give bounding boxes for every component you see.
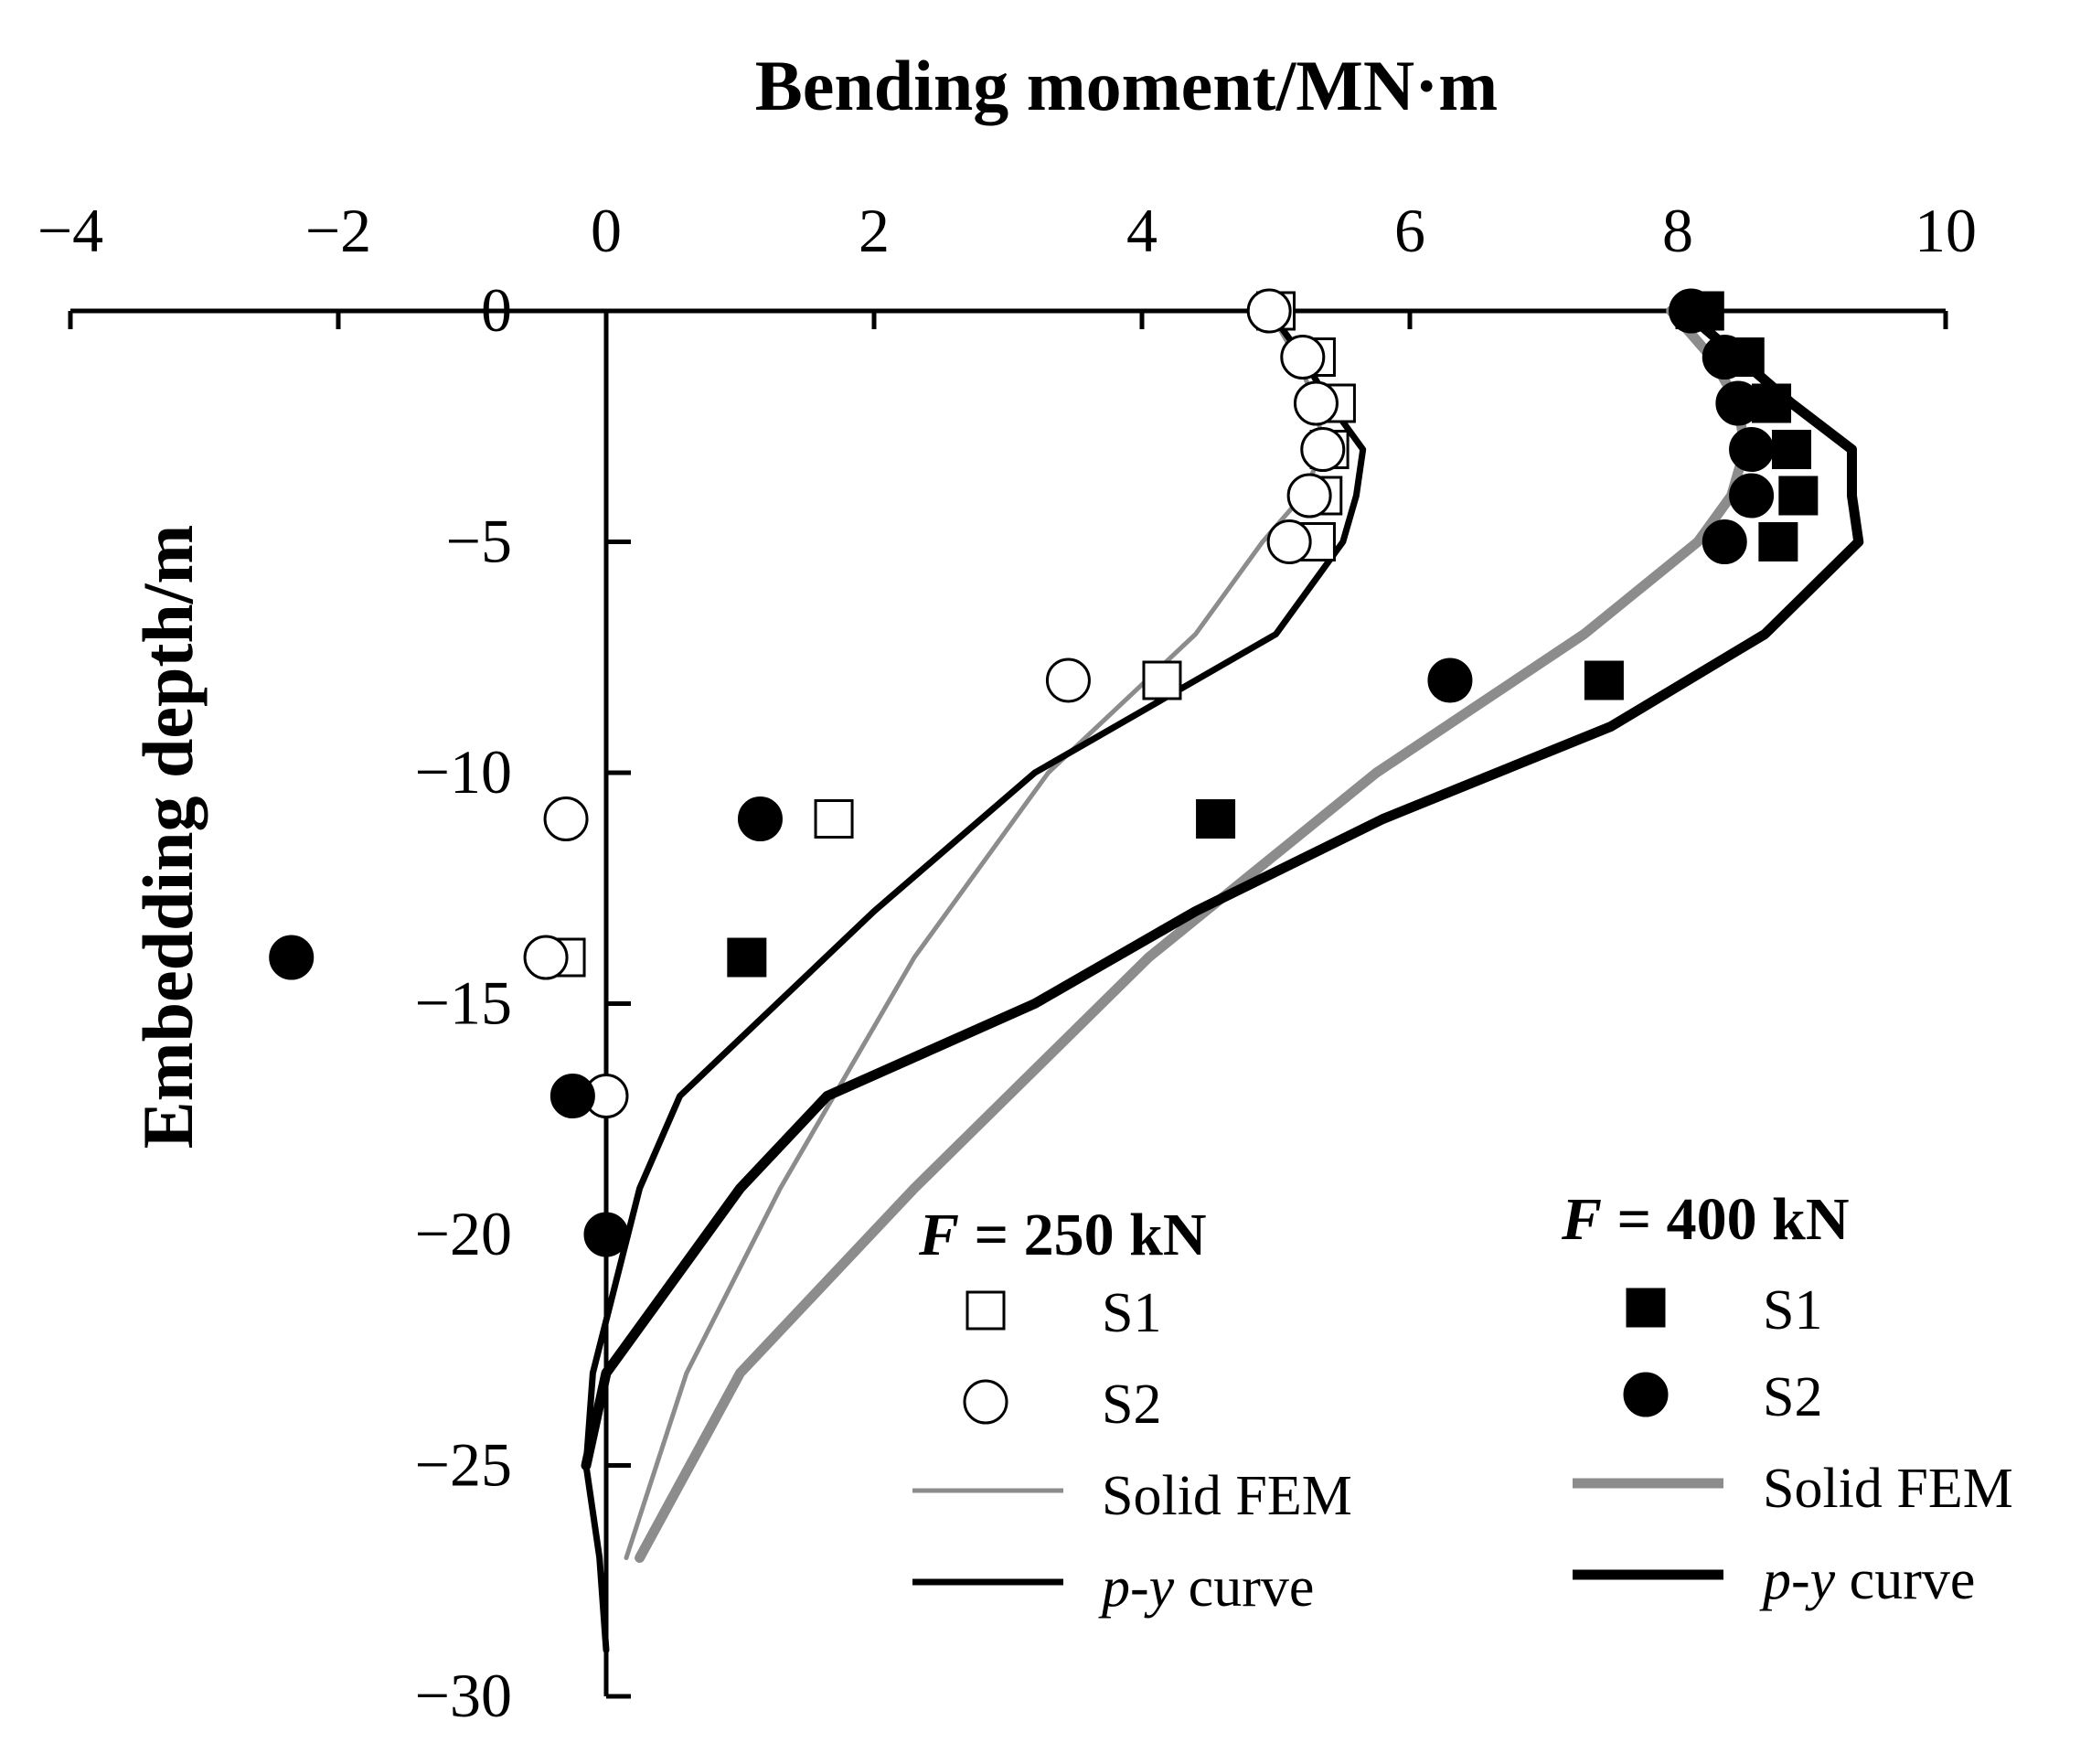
- series-line-250kn-solid-fem: [624, 308, 1326, 1560]
- data-point-250kn-s2: [1045, 657, 1091, 703]
- legend-marker-400kn-s2: [1623, 1372, 1669, 1417]
- data-point-250kn-s2: [1266, 519, 1312, 564]
- data-point-250kn-s2: [543, 796, 589, 841]
- y-axis-label: Embedding depth/m: [128, 525, 208, 1149]
- y-tick-label: −25: [415, 1430, 512, 1500]
- data-point-400kn-s2: [1729, 427, 1775, 472]
- chart-title: Bending moment/MN·m: [755, 46, 1499, 125]
- data-point-400kn-s1: [1778, 476, 1819, 516]
- x-tick-label: 10: [1915, 196, 1977, 265]
- data-point-250kn-s1: [814, 799, 854, 839]
- legend: F = 250 kN S1 S2 Solid FEM p-y curve F = 400 …: [912, 1186, 2013, 1619]
- x-tick-label: 8: [1662, 196, 1693, 265]
- x-tick-label: 2: [859, 196, 890, 265]
- x-tick-label: 6: [1394, 196, 1425, 265]
- y-tick-label: −15: [415, 968, 512, 1038]
- y-tick-label: −5: [446, 507, 512, 576]
- legend-heading-250kn: F = 250 kN: [918, 1202, 1207, 1268]
- data-point-400kn-s1: [1584, 660, 1624, 700]
- data-point-400kn-s2: [269, 935, 315, 980]
- x-axis-ticks: −4 −2 0 2 4 6 8 10: [37, 196, 1977, 329]
- y-tick-label: 0: [481, 275, 512, 345]
- x-tick-label: −2: [305, 196, 371, 265]
- data-point-400kn-s2: [737, 796, 783, 841]
- data-point-250kn-s2: [523, 935, 569, 980]
- x-tick-label: 0: [591, 196, 622, 265]
- legend-label-250kn-s2: S2: [1102, 1374, 1161, 1436]
- y-tick-label: −10: [415, 737, 512, 807]
- data-point-250kn-s1: [1142, 660, 1182, 700]
- data-point-400kn-s1: [727, 937, 767, 978]
- data-point-400kn-s2: [1702, 519, 1747, 564]
- legend-label-400kn-s1: S1: [1763, 1279, 1822, 1342]
- legend-marker-400kn-s1: [1626, 1288, 1666, 1328]
- data-point-400kn-s2: [583, 1212, 629, 1257]
- y-axis-ticks: 0 −5 −10 −15 −20 −25 −30: [415, 275, 631, 1730]
- legend-marker-250kn-s2: [963, 1379, 1008, 1425]
- legend-label-400kn-p-y-curve: p-y curve: [1759, 1549, 1975, 1611]
- data-point-400kn-s1: [1196, 799, 1236, 839]
- data-point-400kn-s2: [1702, 335, 1747, 380]
- data-point-400kn-s2: [1729, 473, 1775, 519]
- data-point-250kn-s2: [1286, 473, 1332, 519]
- data-point-250kn-s2: [1246, 288, 1292, 334]
- x-tick-label: −4: [37, 196, 103, 265]
- data-point-400kn-s2: [1669, 288, 1714, 334]
- data-point-400kn-s2: [1427, 657, 1473, 703]
- data-point-250kn-s2: [1280, 335, 1326, 380]
- data-point-400kn-s1: [1758, 522, 1798, 561]
- data-point-400kn-s2: [549, 1074, 595, 1118]
- series-line-400kn-solid-fem: [635, 305, 1750, 1563]
- series-layer: [269, 288, 1864, 1653]
- legend-label-250kn-s1: S1: [1102, 1282, 1161, 1344]
- legend-label-250kn-solid-fem: Solid FEM: [1102, 1465, 1352, 1527]
- y-tick-label: −30: [415, 1661, 512, 1730]
- legend-label-400kn-s2: S2: [1763, 1366, 1822, 1428]
- y-tick-label: −20: [415, 1199, 512, 1268]
- series-line-400kn-p-y-curve: [581, 305, 1864, 1470]
- x-tick-label: 4: [1126, 196, 1158, 265]
- data-point-400kn-s2: [1715, 380, 1761, 426]
- data-point-250kn-s2: [1300, 427, 1346, 472]
- data-point-400kn-s1: [1772, 430, 1812, 469]
- legend-marker-250kn-s1: [965, 1290, 1006, 1331]
- legend-label-250kn-p-y-curve: p-y curve: [1098, 1556, 1314, 1619]
- legend-heading-400kn: F = 400 kN: [1561, 1186, 1850, 1253]
- legend-label-400kn-solid-fem: Solid FEM: [1763, 1458, 2013, 1520]
- data-point-250kn-s2: [1293, 380, 1339, 426]
